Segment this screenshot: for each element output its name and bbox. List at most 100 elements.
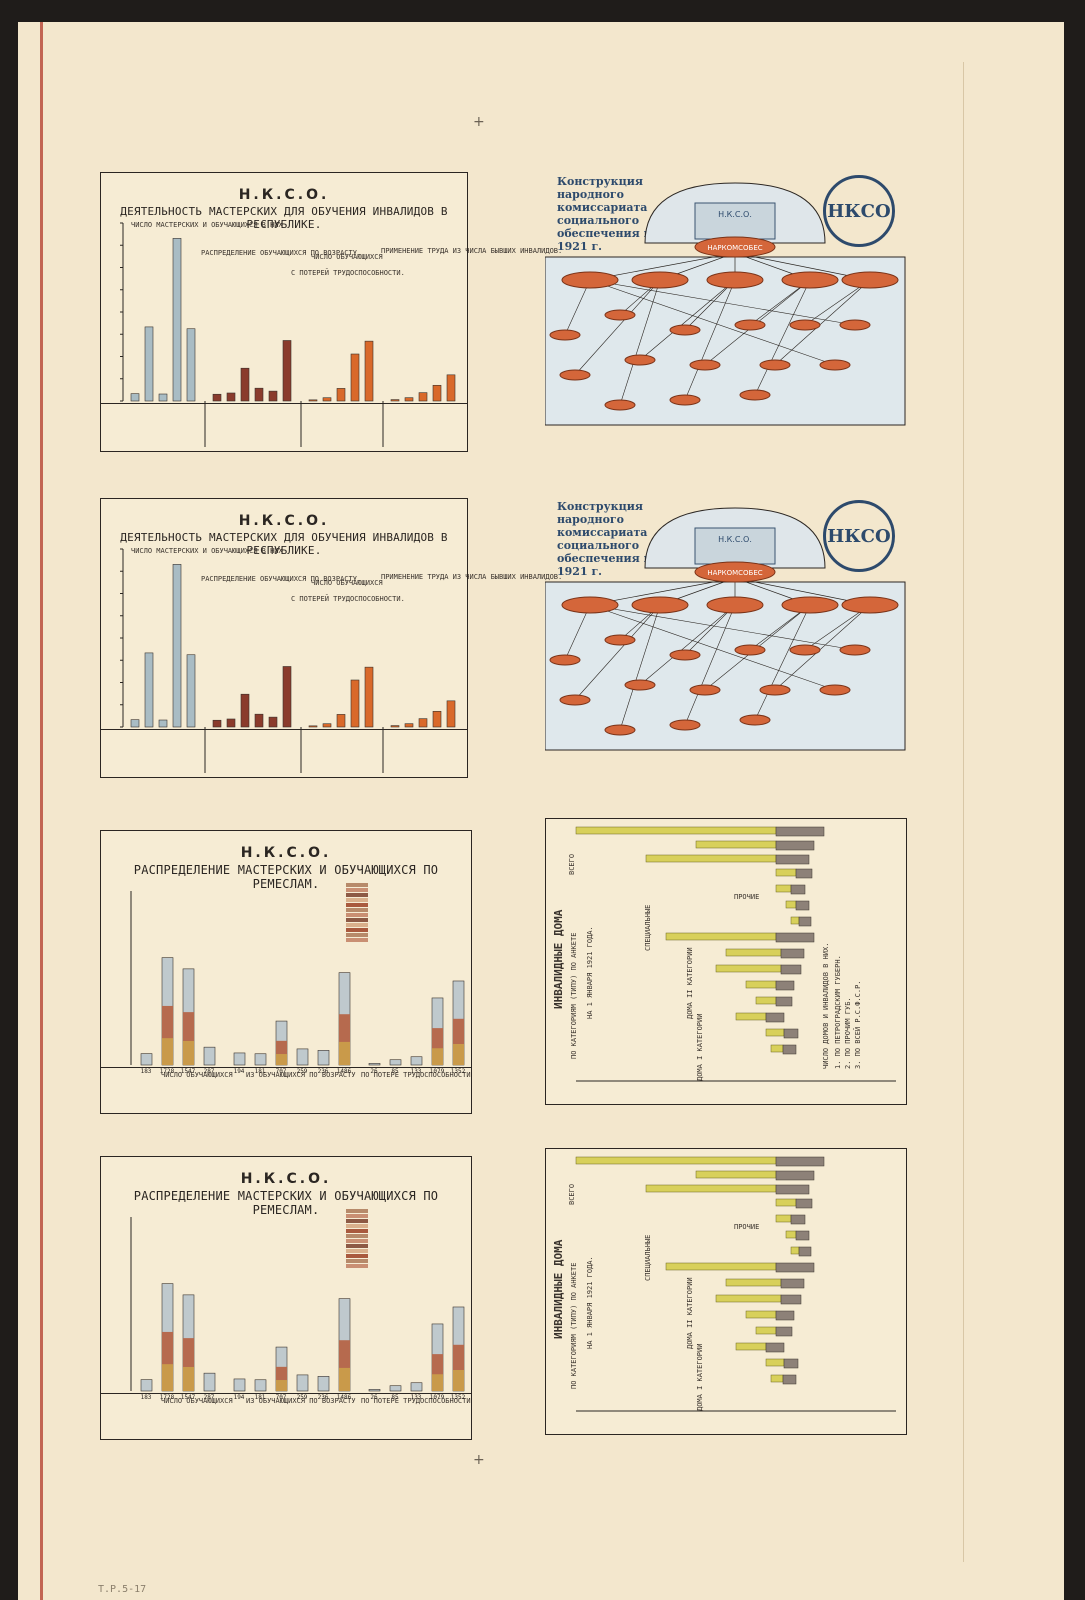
bar-segment (775, 932, 815, 943)
bar (404, 397, 414, 402)
registration-mark: + (473, 1452, 485, 1468)
section-node (734, 319, 766, 331)
bar (140, 1053, 153, 1066)
section-node (559, 369, 591, 381)
note-label: С ПОТЕРЕЙ ТРУДОСПОСОБНОСТИ. (291, 269, 405, 277)
legend-swatch (346, 1219, 368, 1223)
note-label: С ПОТЕРЕЙ ТРУДОСПОСОБНОСТИ. (291, 595, 405, 603)
hub-label: НАРКОМСОБЕС (707, 569, 762, 577)
chart-panel-homes-copy: ИНВАЛИДНЫЕ ДОМА ПО КАТЕГОРИЯМ (ТИПУ) ПО … (545, 1148, 907, 1435)
bar-segment (790, 884, 806, 895)
bar (212, 719, 222, 728)
bar-value-label: 259 (297, 1394, 308, 1401)
note-label: ЧИСЛО МАСТЕРСКИХ И ОБУЧАЮЩИХСЯ В НИХ (131, 221, 283, 229)
building-label: Н.К.С.О. (718, 535, 752, 544)
bar (308, 399, 318, 402)
bar-value-label: 181 (255, 1394, 266, 1401)
bar (130, 393, 140, 402)
legend-swatch (346, 1209, 368, 1213)
bar (775, 868, 797, 877)
building-facade (694, 202, 776, 240)
bar-value-label: 194 (234, 1068, 245, 1075)
bar-value-label: 133 (411, 1394, 422, 1401)
legend-swatch (346, 928, 368, 932)
bar (226, 392, 236, 402)
group-label: ДОМА I КАТЕГОРИИ (696, 1343, 704, 1411)
bar (735, 1012, 767, 1021)
link (684, 604, 736, 726)
group-label: СПЕЦИАЛЬНЫЕ (644, 904, 652, 951)
department-node (561, 271, 619, 289)
legend-swatch (346, 893, 368, 897)
bar (203, 1046, 216, 1066)
bar-segment (432, 1354, 443, 1391)
column-header: ЧИСЛО ОБУЧАЮЩИХСЯ (161, 1397, 233, 1405)
bar-segment (775, 1310, 795, 1321)
bar-segment (339, 1340, 350, 1391)
department-node (841, 596, 899, 614)
legend-label: 1. ПО ПЕТРОГРАДСКИМ ГУБЕРН. (834, 955, 842, 1069)
link (589, 279, 836, 366)
column-header: ПО ПОТЕРЕ ТРУДОСПОСОБНОСТИ (361, 1071, 471, 1079)
section-node (734, 644, 766, 656)
department-node (706, 271, 764, 289)
registration-mark: + (473, 114, 485, 130)
bar-value-label: 1486 (337, 1394, 352, 1401)
group-label: ДОМА II КАТЕГОРИИ (686, 947, 694, 1019)
link (619, 604, 661, 731)
legend-swatch (346, 918, 368, 922)
fold-line (963, 62, 964, 1562)
bar-segment (339, 1367, 350, 1391)
bar-segment (775, 854, 810, 865)
column-header: ИЗ ОБУЧАЮЩИХСЯ ПО ВОЗРАСТУ (246, 1397, 356, 1405)
horizontal-bar-chart (575, 1156, 896, 1412)
bar (203, 1372, 216, 1392)
bar (254, 1379, 267, 1392)
bar-segment (795, 900, 810, 911)
legend-swatch (346, 908, 368, 912)
group-label: ВСЕГО (568, 1183, 576, 1205)
note-label: ЧИСЛО ОБУЧАЮЩИХСЯ (311, 579, 383, 587)
chart-panel-homes: ИНВАЛИДНЫЕ ДОМА ПО КАТЕГОРИЯМ (ТИПУ) ПО … (545, 818, 907, 1105)
bar-segment (775, 996, 793, 1007)
legend-swatch (346, 1214, 368, 1218)
bar (775, 1214, 792, 1223)
bar (240, 367, 250, 402)
bar-segment (780, 1278, 805, 1289)
bar (745, 1310, 777, 1319)
legend-swatch (346, 1224, 368, 1228)
panel-org: Н.К.С.О. (238, 513, 330, 529)
section-node (604, 724, 636, 736)
bar-segment (453, 1043, 464, 1065)
column-header: ИЗ ОБУЧАЮЩИХСЯ ПО ВОЗРАСТУ (246, 1071, 356, 1079)
bar (770, 1044, 784, 1053)
logo-text: НКСО (827, 200, 891, 222)
chart-panel-crafts: Н.К.С.О. РАСПРЕДЕЛЕНИЕ МАСТЕРСКИХ И ОБУЧ… (100, 830, 472, 1114)
bar-segment (339, 1041, 350, 1065)
legend-swatch (346, 888, 368, 892)
section-node (789, 644, 821, 656)
bar-value-label: 183 (141, 1394, 152, 1401)
bar (233, 1052, 246, 1066)
link (589, 604, 836, 691)
bar-segment (795, 1230, 810, 1241)
bar-segment (780, 948, 805, 959)
bar (665, 1262, 777, 1271)
bar (765, 1358, 785, 1367)
bar-value-label: 194 (234, 1394, 245, 1401)
bar-segment (162, 1038, 173, 1065)
bar (410, 1056, 423, 1066)
panel-title: РАСПРЕДЕЛЕНИЕ МАСТЕРСКИХ И ОБУЧАЮЩИХСЯ П… (133, 1189, 439, 1217)
bar-segment (783, 1028, 799, 1039)
org-diagram: Н.К.С.О. НАРКОМСОБЕС (545, 182, 906, 426)
section-node (624, 679, 656, 691)
bar (695, 840, 777, 849)
chart-date: НА 1 ЯНВАРЯ 1921 ГОДА. (586, 926, 594, 1019)
link (574, 279, 661, 376)
link (754, 604, 811, 721)
section-node (624, 354, 656, 366)
link (774, 279, 871, 366)
bar (755, 996, 777, 1005)
bar-segment (780, 1294, 802, 1305)
group-label: ДОМА II КАТЕГОРИИ (686, 1277, 694, 1349)
